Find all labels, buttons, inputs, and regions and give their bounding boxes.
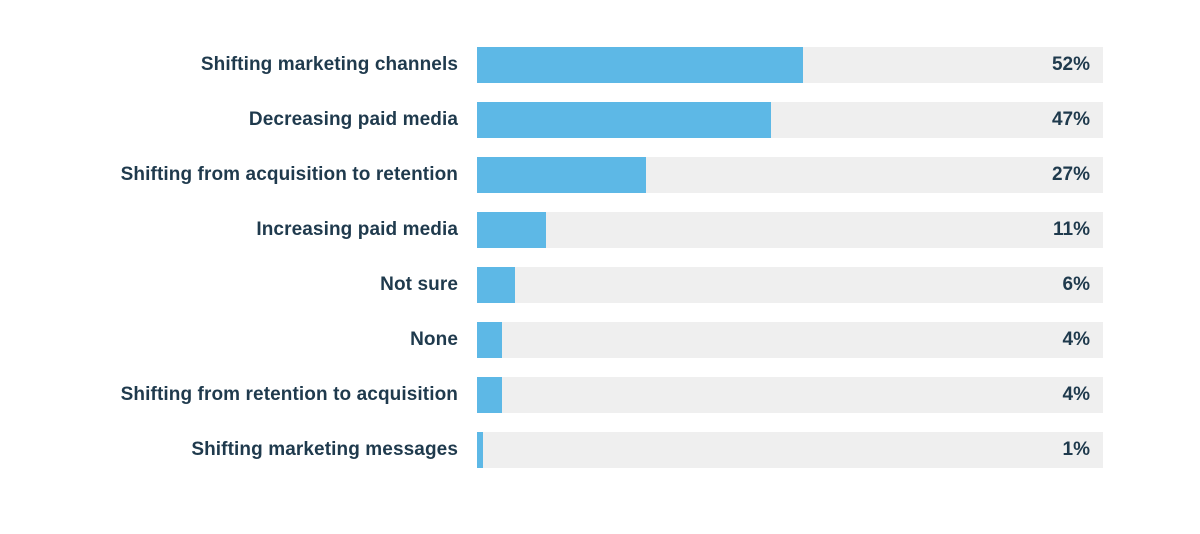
chart-row: None 4% <box>0 322 1200 358</box>
bar-track <box>477 102 1103 138</box>
chart-row: Shifting marketing messages 1% <box>0 432 1200 468</box>
chart-row: Not sure 6% <box>0 267 1200 303</box>
bar <box>477 267 515 303</box>
value-label: 1% <box>1062 439 1090 460</box>
chart-row: Shifting from retention to acquisition 4% <box>0 377 1200 413</box>
bar-track <box>477 157 1103 193</box>
bar <box>477 157 647 193</box>
category-label: Shifting from acquisition to retention <box>120 164 458 185</box>
chart-row: Shifting from acquisition to retention 27… <box>0 157 1200 193</box>
bar <box>477 47 803 83</box>
category-label: Increasing paid media <box>256 219 458 240</box>
value-label: 27% <box>1051 164 1090 185</box>
bar <box>477 432 484 468</box>
value-label: 47% <box>1051 109 1090 130</box>
bar-track <box>477 377 1103 413</box>
category-label: Shifting marketing channels <box>200 54 458 75</box>
value-label: 52% <box>1051 54 1090 75</box>
bar <box>477 377 503 413</box>
bar <box>477 212 546 248</box>
bar-track <box>477 322 1103 358</box>
chart-row: Shifting marketing channels 52% <box>0 47 1200 83</box>
bar-track <box>477 432 1103 468</box>
bar <box>477 322 503 358</box>
bar <box>477 102 772 138</box>
bar-track <box>477 47 1103 83</box>
chart-row: Decreasing paid media 47% <box>0 102 1200 138</box>
bar-track <box>477 267 1103 303</box>
value-label: 4% <box>1062 329 1090 350</box>
value-label: 6% <box>1062 274 1090 295</box>
value-label: 11% <box>1053 219 1090 240</box>
category-label: Shifting from retention to acquisition <box>120 384 458 405</box>
bar-track <box>477 212 1103 248</box>
category-label: Shifting marketing messages <box>191 439 458 460</box>
category-label: Decreasing paid media <box>248 109 458 130</box>
value-label: 4% <box>1062 384 1090 405</box>
category-label: Not sure <box>380 274 458 295</box>
category-label: None <box>410 329 458 350</box>
chart-row: Increasing paid media 11% <box>0 212 1200 248</box>
